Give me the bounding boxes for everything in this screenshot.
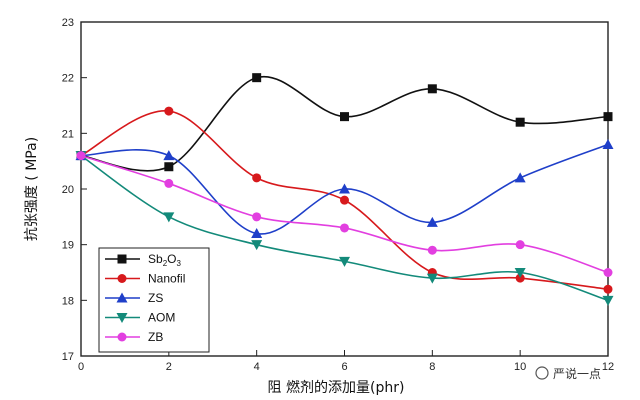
y-tick-label: 23	[62, 17, 74, 29]
data-point	[426, 273, 438, 284]
legend-item: Nanofil	[105, 272, 185, 286]
legend-label: ZB	[148, 330, 163, 344]
data-point	[515, 273, 525, 283]
series-2	[75, 138, 614, 239]
series-lines	[75, 73, 614, 306]
axis-ticks: 0 2 4 6 8 10 12 17 18 19 20 21 22 23	[62, 17, 614, 373]
data-point	[76, 151, 86, 161]
legend-label: Nanofil	[148, 272, 185, 286]
series-line	[80, 75, 609, 172]
x-tick-label: 10	[514, 361, 526, 373]
data-point	[164, 178, 174, 188]
watermark-text: 严说一点	[553, 366, 601, 381]
data-point	[340, 223, 349, 233]
data-point	[164, 162, 174, 172]
data-point	[603, 284, 613, 294]
data-point	[251, 240, 263, 251]
x-axis-title: 阻 燃剂的添加量(phr)	[268, 379, 405, 396]
y-tick-label: 18	[62, 295, 74, 307]
data-point	[340, 112, 349, 122]
y-axis-title: 抗张强度 ( MPa)	[24, 137, 40, 241]
data-point	[163, 212, 175, 223]
legend-box	[98, 247, 210, 353]
data-point	[251, 228, 263, 239]
y-tick-label: 21	[62, 128, 74, 140]
data-point	[252, 212, 262, 222]
legend-item: ZB	[105, 330, 163, 344]
data-point	[426, 216, 438, 227]
data-point	[252, 173, 262, 183]
legend-item: ZS	[105, 291, 163, 305]
data-point	[602, 138, 614, 149]
legend-label: Sb2O3	[148, 252, 181, 268]
data-point	[339, 256, 350, 267]
wechat-icon	[535, 366, 549, 380]
legend-marker	[116, 292, 128, 303]
data-point	[340, 195, 349, 205]
data-point	[602, 295, 614, 306]
legend-marker	[117, 254, 127, 264]
data-point	[514, 268, 526, 278]
x-tick-label: 4	[254, 361, 260, 373]
y-tick-label: 22	[62, 73, 74, 85]
legend-marker	[116, 313, 128, 323]
y-tick-label: 20	[62, 184, 74, 196]
legend-marker	[117, 332, 127, 342]
data-point	[514, 172, 526, 183]
y-tick-label: 17	[62, 351, 74, 363]
data-point	[164, 106, 174, 116]
legend-label: AOM	[148, 311, 175, 325]
x-tick-label: 2	[166, 361, 172, 373]
y-tick-label: 19	[62, 240, 74, 252]
legend: Sb2O3 Nanofil ZS AOM ZB	[98, 247, 210, 353]
data-point	[603, 268, 613, 277]
x-tick-label: 8	[429, 361, 435, 373]
x-tick-label: 0	[78, 361, 84, 373]
data-point	[515, 240, 525, 250]
data-point	[603, 112, 613, 122]
legend-marker	[117, 274, 127, 283]
data-point	[252, 73, 262, 83]
legend-item: Sb2O3	[105, 252, 181, 268]
series-4	[76, 151, 613, 277]
data-point	[339, 183, 350, 194]
data-point	[163, 150, 175, 161]
data-point	[427, 245, 437, 255]
data-point	[515, 117, 525, 127]
data-point	[427, 84, 437, 94]
series-3	[75, 151, 614, 306]
series-0	[76, 73, 613, 172]
legend-label: ZS	[148, 291, 163, 305]
x-tick-label: 12	[602, 361, 614, 373]
watermark: 严说一点	[535, 366, 601, 381]
x-tick-label: 6	[341, 361, 347, 373]
legend-item: AOM	[105, 311, 175, 325]
